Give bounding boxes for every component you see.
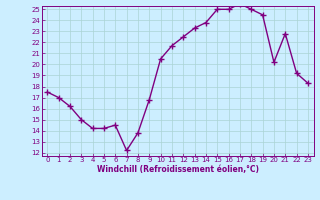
X-axis label: Windchill (Refroidissement éolien,°C): Windchill (Refroidissement éolien,°C)	[97, 165, 259, 174]
